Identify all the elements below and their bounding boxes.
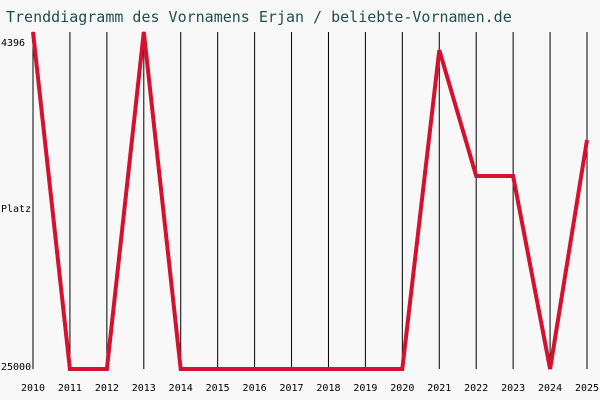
data-point-2015 bbox=[217, 368, 219, 370]
data-point-2019 bbox=[364, 368, 366, 370]
data-point-2011 bbox=[69, 368, 71, 370]
y-axis-label: Platz bbox=[1, 204, 31, 215]
x-tick-2025: 2025 bbox=[575, 383, 599, 394]
chart-title: Trenddiagramm des Vornamens Erjan / beli… bbox=[6, 8, 512, 26]
series-group bbox=[31, 31, 589, 371]
grid-lines bbox=[32, 32, 588, 369]
data-point-2020 bbox=[401, 368, 403, 370]
x-axis: 2010 2011 2012 2013 2014 2015 2016 2017 2018 2019… bbox=[21, 383, 599, 394]
x-tick-2021: 2021 bbox=[427, 383, 451, 394]
data-point-2023 bbox=[512, 175, 514, 177]
data-point-2010 bbox=[32, 31, 34, 33]
x-tick-2022: 2022 bbox=[464, 383, 488, 394]
x-tick-2018: 2018 bbox=[316, 383, 340, 394]
x-tick-2010: 2010 bbox=[21, 383, 45, 394]
data-point-2012 bbox=[106, 368, 108, 370]
data-point-2025 bbox=[586, 139, 588, 141]
data-point-2022 bbox=[475, 175, 477, 177]
x-tick-2017: 2017 bbox=[279, 383, 303, 394]
x-tick-2016: 2016 bbox=[243, 383, 267, 394]
x-tick-2013: 2013 bbox=[132, 383, 156, 394]
data-point-2014 bbox=[180, 368, 182, 370]
y-tick-top: 4396 bbox=[1, 38, 25, 49]
y-tick-bottom: 25000 bbox=[1, 362, 31, 373]
x-tick-2012: 2012 bbox=[95, 383, 119, 394]
x-tick-2024: 2024 bbox=[538, 383, 562, 394]
x-tick-2014: 2014 bbox=[169, 383, 193, 394]
x-tick-2023: 2023 bbox=[501, 383, 525, 394]
series-line-0 bbox=[31, 31, 589, 371]
data-point-2016 bbox=[254, 368, 256, 370]
x-tick-2020: 2020 bbox=[390, 383, 414, 394]
data-point-2013 bbox=[143, 31, 145, 33]
data-point-2021 bbox=[438, 49, 440, 51]
x-tick-2019: 2019 bbox=[353, 383, 377, 394]
x-tick-2011: 2011 bbox=[58, 383, 82, 394]
data-point-2017 bbox=[291, 368, 293, 370]
data-point-2018 bbox=[327, 368, 329, 370]
x-tick-2015: 2015 bbox=[206, 383, 230, 394]
data-point-2024 bbox=[549, 368, 551, 370]
y-axis: 4396 Platz 25000 bbox=[1, 38, 31, 373]
